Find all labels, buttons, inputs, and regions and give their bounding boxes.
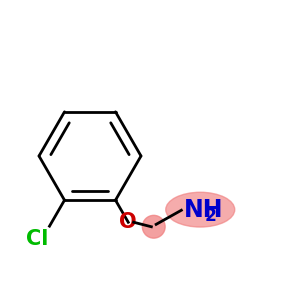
Ellipse shape <box>142 215 165 238</box>
Text: O: O <box>119 212 137 232</box>
Text: NH: NH <box>184 198 223 222</box>
Text: Cl: Cl <box>26 229 48 249</box>
Text: 2: 2 <box>204 207 216 225</box>
Ellipse shape <box>166 192 235 227</box>
